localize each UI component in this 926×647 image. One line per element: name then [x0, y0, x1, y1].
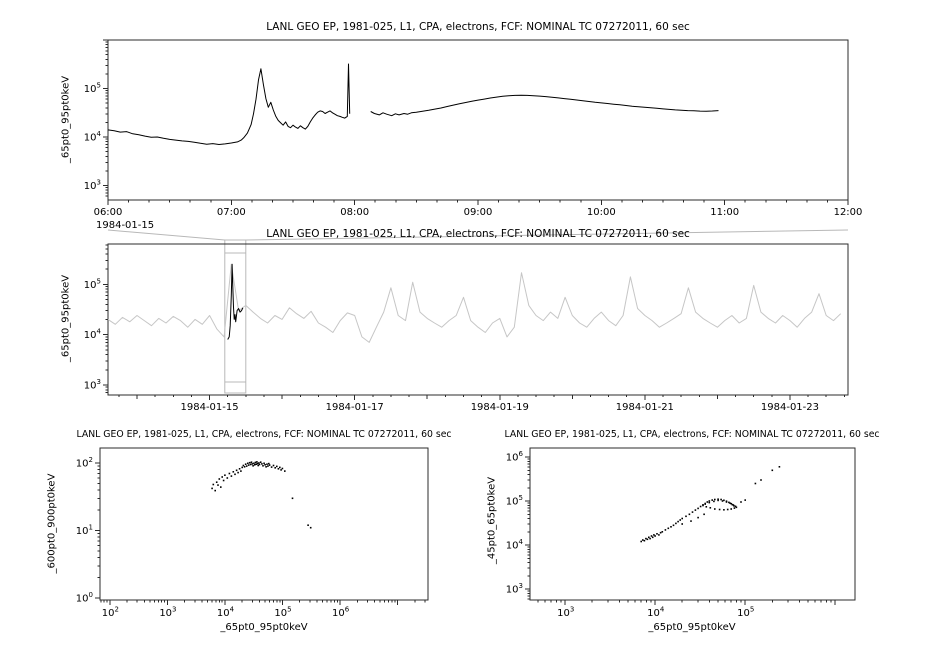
svg-text:105: 105: [274, 606, 291, 620]
scatter-points-45-65keV: [640, 466, 781, 543]
svg-text:1984-01-19: 1984-01-19: [471, 402, 529, 413]
top-panel-ylabel: _65pt0_95pt0keV: [60, 75, 72, 164]
svg-text:10:00: 10:00: [587, 207, 616, 218]
svg-text:104: 104: [84, 130, 102, 144]
context-series-line: [107, 263, 842, 343]
svg-text:07:00: 07:00: [217, 207, 246, 218]
svg-text:103: 103: [84, 178, 101, 192]
svg-text:100: 100: [76, 591, 93, 605]
svg-text:104: 104: [506, 538, 524, 552]
zoom-connector: [107, 229, 849, 241]
svg-text:105: 105: [84, 81, 101, 95]
plot-frame[interactable]: [529, 447, 856, 601]
svg-text:103: 103: [84, 378, 101, 392]
scatter-right-title: LANL GEO EP, 1981-025, L1, CPA, electron…: [504, 429, 880, 440]
scatter-right-ylabel: _45pt0_65pt0keV: [486, 476, 498, 565]
svg-text:101: 101: [76, 523, 93, 537]
svg-text:102: 102: [102, 606, 119, 620]
svg-text:11:00: 11:00: [710, 207, 739, 218]
scatter-points-600-900keV: [211, 461, 312, 529]
scatter-left-panel: 100 101 102 102 103 104 105 106: [76, 447, 429, 620]
svg-text:103: 103: [557, 606, 574, 620]
svg-text:105: 105: [84, 277, 101, 291]
svg-text:105: 105: [737, 606, 754, 620]
svg-text:1984-01-21: 1984-01-21: [616, 402, 674, 413]
svg-text:12:00: 12:00: [834, 207, 863, 218]
context-panel-ylabel: _65pt0_95pt0keV: [60, 274, 72, 363]
svg-text:105: 105: [506, 494, 523, 508]
svg-text:104: 104: [217, 606, 235, 620]
svg-text:1984-01-17: 1984-01-17: [326, 402, 384, 413]
svg-text:1984-01-23: 1984-01-23: [761, 402, 819, 413]
svg-text:08:00: 08:00: [340, 207, 369, 218]
scatter-right-xlabel: _65pt0_95pt0keV: [648, 622, 736, 633]
svg-text:103: 103: [506, 582, 523, 596]
svg-text:106: 106: [332, 606, 350, 620]
scatter-left-title: LANL GEO EP, 1981-025, L1, CPA, electron…: [76, 429, 452, 440]
svg-text:06:00: 06:00: [94, 207, 123, 218]
scatter-left-ylabel: _600pt0_900pt0keV: [46, 473, 58, 574]
svg-text:104: 104: [84, 328, 102, 342]
svg-text:103: 103: [159, 606, 176, 620]
plot-frame[interactable]: [107, 39, 849, 201]
svg-text:102: 102: [76, 456, 93, 470]
context-panel-title: LANL GEO EP, 1981-025, L1, CPA, electron…: [266, 228, 690, 240]
series-line-65-95keV: [107, 63, 719, 145]
svg-text:09:00: 09:00: [464, 207, 493, 218]
top-timeseries-panel: 103 104 105 06:00 07:00 08:00 09:00 10:00 11:00 1…: [84, 39, 863, 218]
selected-interval-line: [227, 263, 244, 340]
svg-text:104: 104: [647, 606, 665, 620]
plot-frame[interactable]: [99, 447, 429, 601]
svg-text:106: 106: [506, 450, 524, 464]
selection-box[interactable]: [224, 239, 247, 394]
svg-text:1984-01-15: 1984-01-15: [181, 402, 239, 413]
top-panel-title: LANL GEO EP, 1981-025, L1, CPA, electron…: [266, 21, 690, 33]
scatter-right-panel: 103 104 105 106 103 104 105: [506, 447, 856, 620]
context-timeseries-panel: 103 104 105 1984-01-15 1984-01-17 1984-01-19 1…: [84, 243, 849, 413]
plot-frame[interactable]: [107, 243, 849, 396]
scatter-left-xlabel: _65pt0_95pt0keV: [220, 622, 308, 633]
top-panel-date-label: 1984-01-15: [96, 220, 155, 231]
